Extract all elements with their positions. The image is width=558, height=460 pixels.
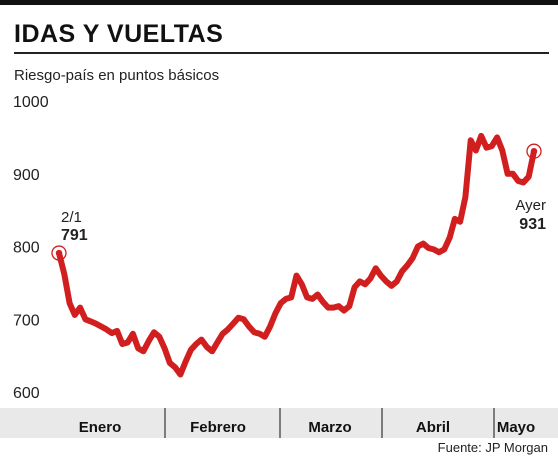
end-dot	[530, 147, 538, 155]
month-label: Mayo	[497, 419, 535, 436]
month-label: Enero	[79, 419, 122, 436]
series-line	[56, 132, 537, 378]
month-separators	[164, 408, 495, 438]
month-labels: Enero Febrero Marzo Abril Mayo	[79, 419, 535, 436]
start-dot	[55, 249, 63, 257]
chart-title: IDAS Y VUELTAS	[14, 20, 224, 48]
month-label: Marzo	[308, 419, 351, 436]
y-tick-label: 700	[13, 312, 40, 329]
start-marker	[51, 245, 67, 261]
start-value: 791	[61, 227, 88, 244]
end-annotation: Ayer 931	[515, 143, 546, 233]
start-label: 2/1	[61, 209, 82, 226]
y-tick-label: 600	[13, 385, 40, 402]
month-label: Febrero	[190, 419, 246, 436]
month-label: Abril	[416, 419, 450, 436]
start-annotation: 2/1 791	[51, 209, 88, 261]
title-divider	[14, 52, 549, 54]
chart-subtitle: Riesgo-país en puntos básicos	[14, 67, 220, 84]
month-axis-band	[0, 408, 558, 438]
end-value: 931	[519, 216, 546, 233]
end-label: Ayer	[515, 197, 546, 214]
top-rule	[0, 0, 558, 5]
y-tick-labels: 1000 900 800 700 600	[13, 94, 49, 402]
source-note: Fuente: JP Morgan	[437, 440, 548, 455]
y-tick-label: 800	[13, 240, 40, 257]
y-tick-label: 1000	[13, 94, 49, 111]
end-marker	[526, 143, 542, 159]
y-tick-label: 900	[13, 167, 40, 184]
